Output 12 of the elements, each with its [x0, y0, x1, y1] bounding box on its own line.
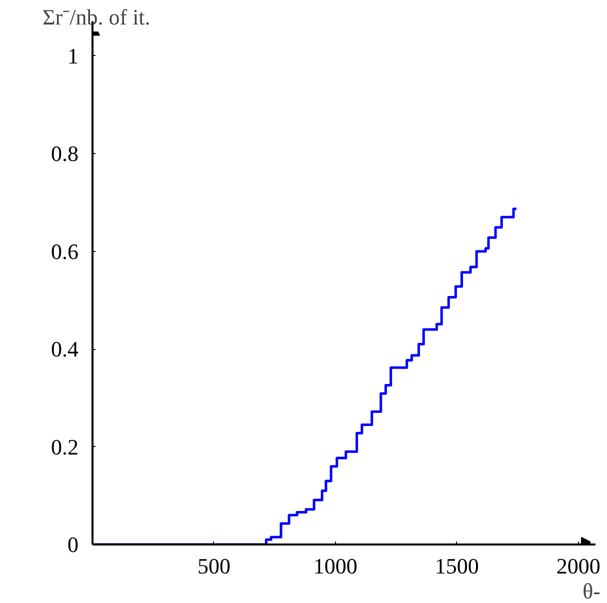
y-tick-label: 0.6: [51, 238, 78, 264]
y-tick-label: 0: [68, 532, 78, 557]
y-axis-title: Σr⁻/nb. of it.: [42, 4, 150, 30]
y-tick-label: 0.8: [51, 141, 78, 166]
y-tick-label: 1: [68, 43, 78, 68]
x-tick-label: 1500: [434, 554, 479, 578]
y-tick-label: 0.2: [51, 434, 78, 460]
y-tick-label: 0.4: [51, 336, 78, 362]
x-axis-title: θ-: [582, 578, 601, 603]
x-tick-label: 500: [197, 554, 230, 578]
x-tick-label: 1000: [313, 554, 358, 578]
x-tick-label: 2000: [556, 554, 600, 578]
